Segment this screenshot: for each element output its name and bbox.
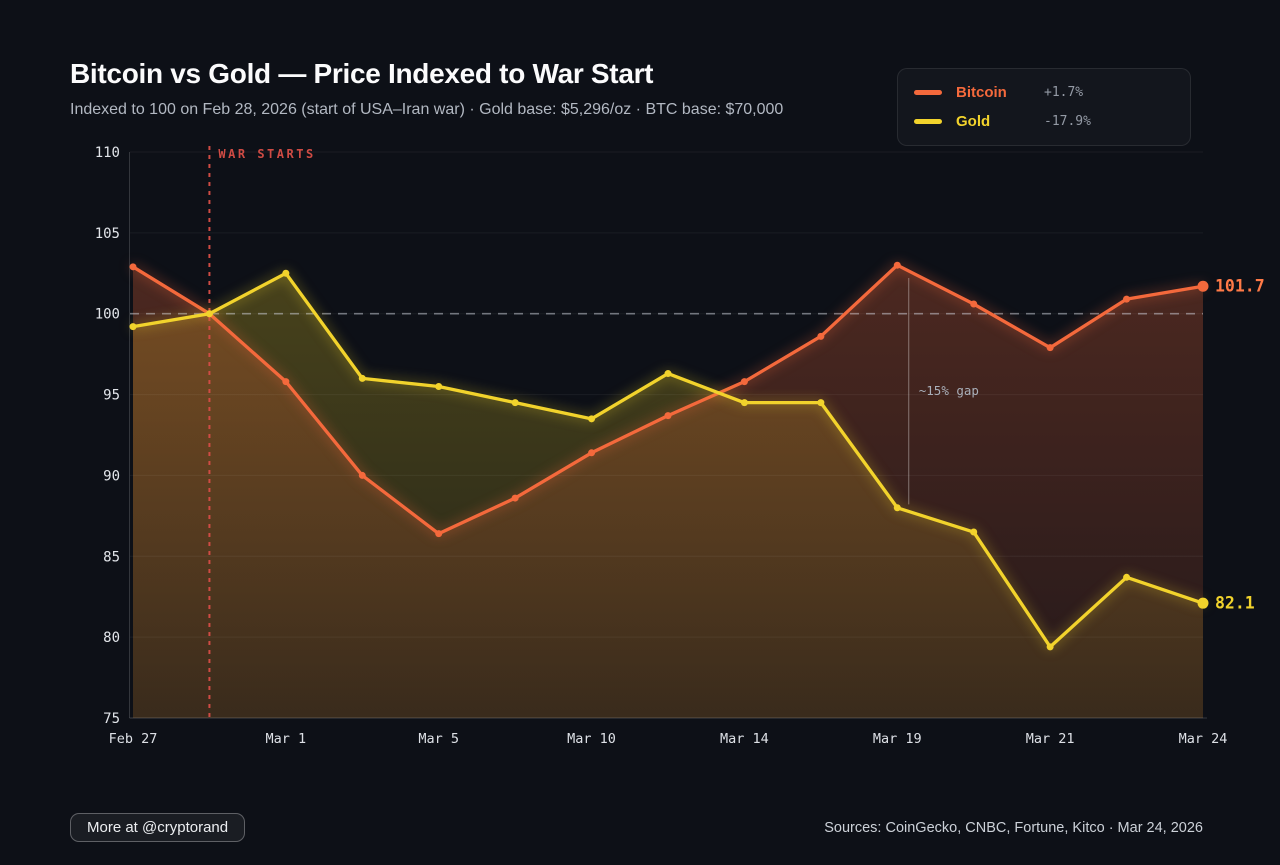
bitcoin-point-marker xyxy=(1046,344,1054,352)
bitcoin-point-marker xyxy=(358,471,366,479)
gold-point-marker xyxy=(511,399,519,407)
bitcoin-point-marker xyxy=(511,494,519,502)
sources-text: Sources: CoinGecko, CNBC, Fortune, Kitco… xyxy=(824,820,1203,836)
more-at-cryptorand-button[interactable]: More at @cryptorand xyxy=(70,813,246,842)
page-subtitle: Indexed to 100 on Feb 28, 2026 (start of… xyxy=(70,101,784,118)
gold-point-marker xyxy=(1046,643,1054,651)
x-tick-label-Mar-24: Mar 24 xyxy=(1179,731,1228,747)
x-tick-label-Mar-14: Mar 14 xyxy=(720,731,769,747)
bitcoin-point-marker xyxy=(1123,295,1131,303)
bitcoin-point-marker xyxy=(740,378,748,386)
x-tick-label-Mar-10: Mar 10 xyxy=(567,731,616,747)
x-tick-label-Mar-5: Mar 5 xyxy=(418,731,459,747)
y-tick-label-100: 100 xyxy=(95,307,120,323)
chart-header: Bitcoin vs Gold — Price Indexed to War S… xyxy=(70,58,783,119)
legend-item-bitcoin: Bitcoin +1.7% xyxy=(914,78,1174,107)
bitcoin-point-marker xyxy=(1197,280,1209,292)
legend-change-value: +1.7% xyxy=(1044,85,1084,100)
gold-point-marker xyxy=(129,323,137,331)
bitcoin-line-swatch xyxy=(914,90,942,95)
y-tick-label-85: 85 xyxy=(103,549,120,565)
x-tick-label-Mar-21: Mar 21 xyxy=(1026,731,1075,747)
gold-point-marker xyxy=(205,310,213,318)
gold-point-marker xyxy=(588,415,596,423)
bitcoin-point-marker xyxy=(893,261,901,269)
page-title: Bitcoin vs Gold — Price Indexed to War S… xyxy=(70,58,654,89)
gold-line-swatch xyxy=(914,119,942,124)
x-tick-label-Feb-27: Feb 27 xyxy=(109,731,158,747)
bitcoin-point-marker xyxy=(588,449,596,457)
x-tick-label-Mar-19: Mar 19 xyxy=(873,731,922,747)
y-tick-label-75: 75 xyxy=(103,711,120,727)
legend-label: Gold xyxy=(956,113,991,130)
bitcoin-end-value-label: 101.7 xyxy=(1215,277,1265,296)
bitcoin-area-fill xyxy=(133,265,1203,718)
bitcoin-point-marker xyxy=(970,300,978,308)
legend-change-value: -17.9% xyxy=(1044,114,1091,129)
x-tick-label-Mar-1: Mar 1 xyxy=(266,731,307,747)
bitcoin-point-marker xyxy=(435,530,443,538)
gold-point-marker xyxy=(817,399,825,407)
bitcoin-point-marker xyxy=(664,412,672,420)
gold-point-marker xyxy=(1123,573,1131,581)
legend-item-gold: Gold -17.9% xyxy=(914,107,1174,136)
y-tick-label-80: 80 xyxy=(103,630,120,646)
gold-point-marker xyxy=(435,382,443,390)
gold-point-marker xyxy=(358,374,366,382)
bitcoin-point-marker xyxy=(817,332,825,340)
y-tick-label-90: 90 xyxy=(103,468,120,484)
y-tick-label-110: 110 xyxy=(95,145,120,161)
y-tick-label-105: 105 xyxy=(95,226,120,242)
gold-point-marker xyxy=(740,399,748,407)
gold-point-marker xyxy=(664,370,672,378)
gold-point-marker xyxy=(893,504,901,512)
gold-point-marker xyxy=(970,528,978,536)
war-starts-annotation: WAR STARTS xyxy=(218,147,315,161)
gold-end-value-label: 82.1 xyxy=(1215,594,1255,613)
gold-point-marker xyxy=(282,269,290,277)
bitcoin-point-marker xyxy=(282,378,290,386)
gold-point-marker xyxy=(1197,597,1209,609)
gap-annotation: ~15% gap xyxy=(919,383,979,398)
legend: Bitcoin +1.7% Gold -17.9% xyxy=(897,68,1191,146)
bitcoin-point-marker xyxy=(129,263,137,271)
legend-label: Bitcoin xyxy=(956,84,1007,101)
y-tick-label-95: 95 xyxy=(103,388,120,404)
